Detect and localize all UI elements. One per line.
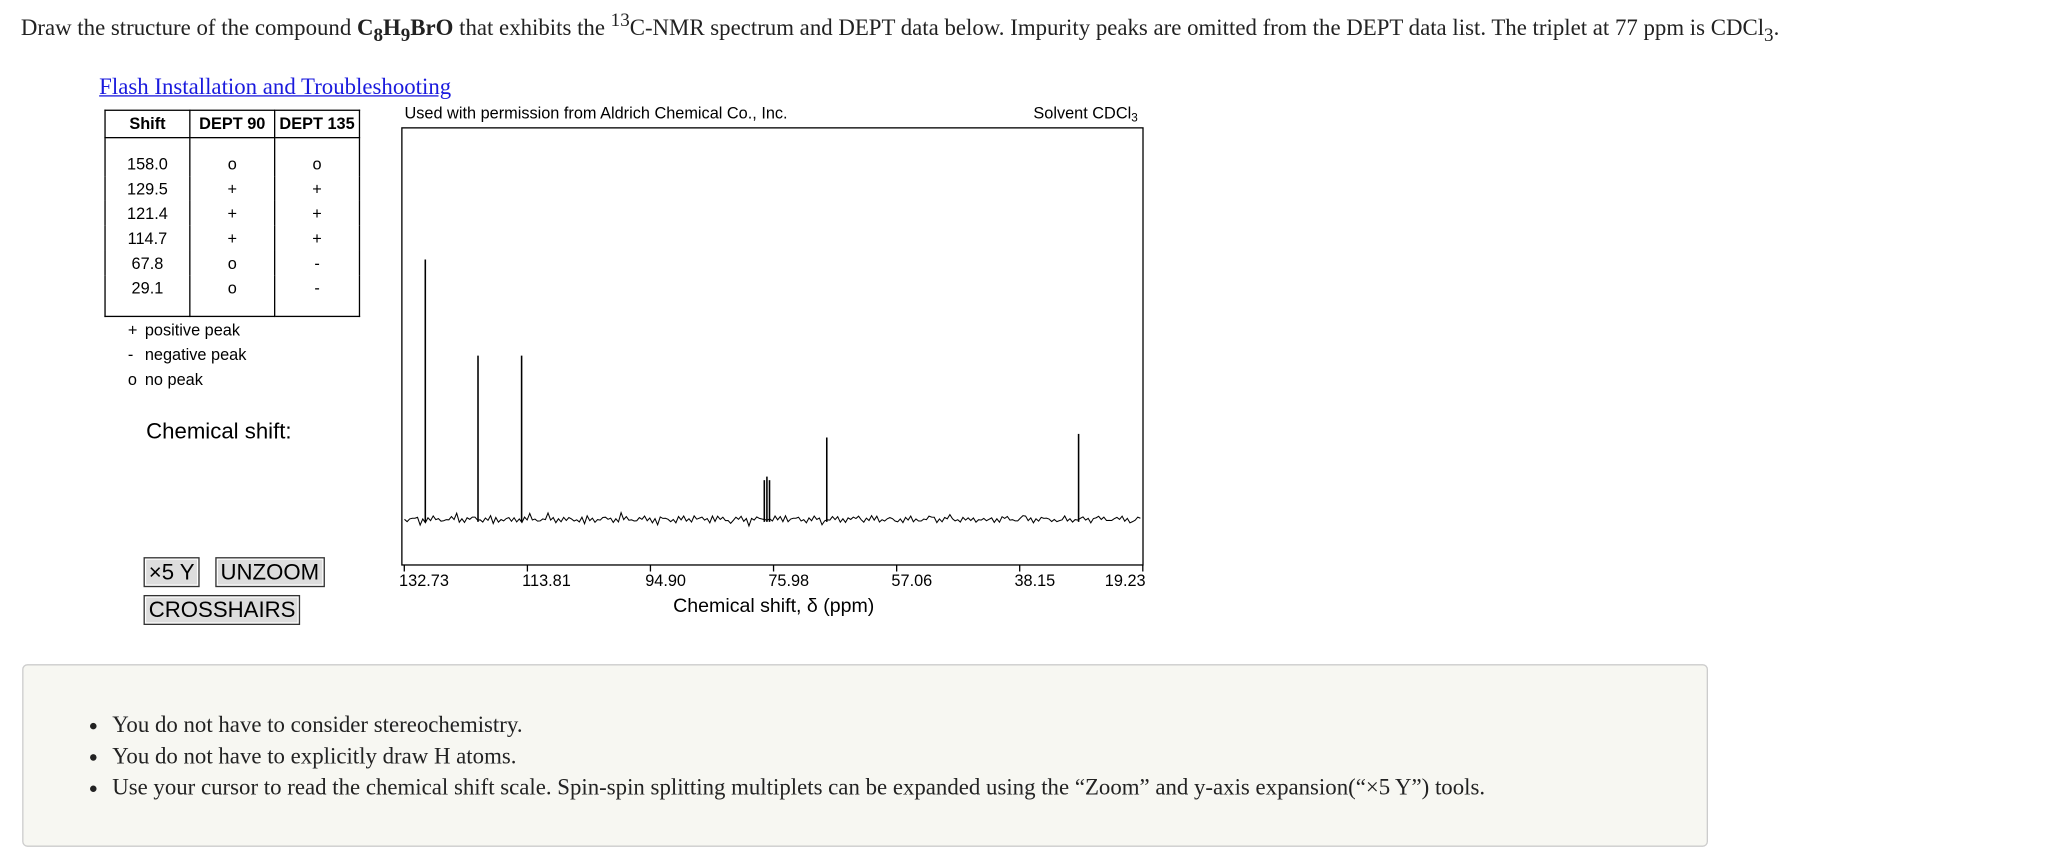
baseline-noise bbox=[404, 510, 1141, 528]
table-cell: 158.0 bbox=[104, 137, 191, 177]
table-row: 67.8 o - bbox=[104, 250, 361, 276]
legend-text: no peak bbox=[144, 370, 203, 389]
formula: H bbox=[382, 14, 401, 41]
table-cell: + bbox=[189, 225, 276, 251]
x-tick-label: 113.81 bbox=[522, 572, 571, 590]
table-cell: + bbox=[274, 200, 361, 226]
table-cell: 67.8 bbox=[104, 250, 191, 276]
spectrum[interactable]: Used with permission from Aldrich Chemic… bbox=[0, 0, 1305, 626]
question: Draw the structure of the compound C8H9B… bbox=[21, 10, 1779, 47]
question-text: that exhibits the bbox=[453, 14, 611, 41]
dept-table: Shift DEPT 90 DEPT 135 158.0 o o 129.5 + +121.4… bbox=[104, 109, 361, 318]
legend-item: o no peak bbox=[128, 371, 203, 389]
chemical-shift-label: Chemical shift: bbox=[146, 418, 292, 444]
y-expand-button[interactable]: ×5 Y bbox=[143, 557, 200, 588]
unzoom-button[interactable]: UNZOOM bbox=[215, 557, 325, 588]
table-row: 158.0 o o bbox=[104, 137, 361, 177]
legend-item: - negative peak bbox=[128, 346, 247, 364]
plot-frame bbox=[401, 127, 1144, 566]
table-cell: - bbox=[274, 275, 361, 318]
table-header: DEPT 135 bbox=[274, 109, 361, 139]
solvent: Solvent CDCl3 bbox=[1033, 105, 1138, 125]
table-cell: o bbox=[274, 137, 361, 177]
table-row: 114.7 + + bbox=[104, 225, 361, 251]
legend-text: negative peak bbox=[144, 345, 247, 365]
legend-symbol: - bbox=[127, 345, 134, 365]
crosshairs-button[interactable]: CROSSHAIRS bbox=[143, 594, 301, 625]
note: You do not have to consider stereochemis… bbox=[112, 709, 1485, 740]
table-row: 129.5 + + bbox=[104, 176, 361, 201]
x-tick-label: 75.98 bbox=[768, 572, 809, 590]
formula: C bbox=[356, 14, 374, 41]
legend-text: positive peak bbox=[144, 320, 241, 340]
table-cell: + bbox=[189, 176, 276, 201]
x-axis-label: Chemical shift, δ (ppm) bbox=[673, 595, 874, 617]
table-row: 29.1 o - bbox=[104, 275, 361, 318]
x-tick-label: 19.23 bbox=[1105, 572, 1146, 590]
note: Use your cursor to read the chemical shi… bbox=[112, 771, 1485, 802]
question-text: Draw the structure of the compound bbox=[20, 14, 357, 41]
credit: Used with permission from Aldrich Chemic… bbox=[404, 105, 787, 123]
help-link[interactable]: Flash Installation and Troubleshooting bbox=[99, 73, 452, 100]
table-header: DEPT 90 bbox=[189, 109, 276, 139]
table-cell: + bbox=[189, 200, 276, 226]
table-header: Shift bbox=[104, 109, 191, 139]
question-text: . bbox=[1773, 14, 1780, 41]
table-cell: + bbox=[274, 176, 361, 201]
table-row: 121.4 + + bbox=[104, 200, 361, 226]
legend-symbol: o bbox=[127, 370, 137, 389]
formula: 8 bbox=[373, 25, 383, 47]
x-tick-label: 57.06 bbox=[891, 572, 932, 590]
legend-item: + positive peak bbox=[128, 321, 240, 339]
x-tick-label: 94.90 bbox=[645, 572, 686, 590]
formula: 9 bbox=[400, 25, 411, 47]
legend-symbol: + bbox=[127, 320, 138, 340]
subscript: 3 bbox=[1764, 25, 1774, 47]
question-text: C-NMR spectrum and DEPT data below. Impu… bbox=[629, 14, 1765, 41]
formula: BrO bbox=[410, 14, 454, 41]
table-cell: 29.1 bbox=[104, 275, 191, 318]
note: You do not have to explicitly draw H ato… bbox=[112, 740, 1485, 771]
solvent-text: Solvent CDCl bbox=[1033, 105, 1131, 123]
x-tick-label: 38.15 bbox=[1014, 572, 1055, 590]
x-tick-label: 132.73 bbox=[399, 572, 449, 590]
table-cell: 114.7 bbox=[104, 225, 191, 251]
table-cell: 121.4 bbox=[104, 200, 191, 226]
table-cell: 129.5 bbox=[104, 176, 191, 201]
notes-box: You do not have to consider stereochemis… bbox=[22, 664, 1708, 847]
table-cell: + bbox=[274, 225, 361, 251]
solvent-sub: 3 bbox=[1131, 111, 1138, 124]
table-cell: - bbox=[274, 250, 361, 276]
isotope: 13 bbox=[610, 10, 630, 32]
table-cell: o bbox=[189, 275, 276, 318]
